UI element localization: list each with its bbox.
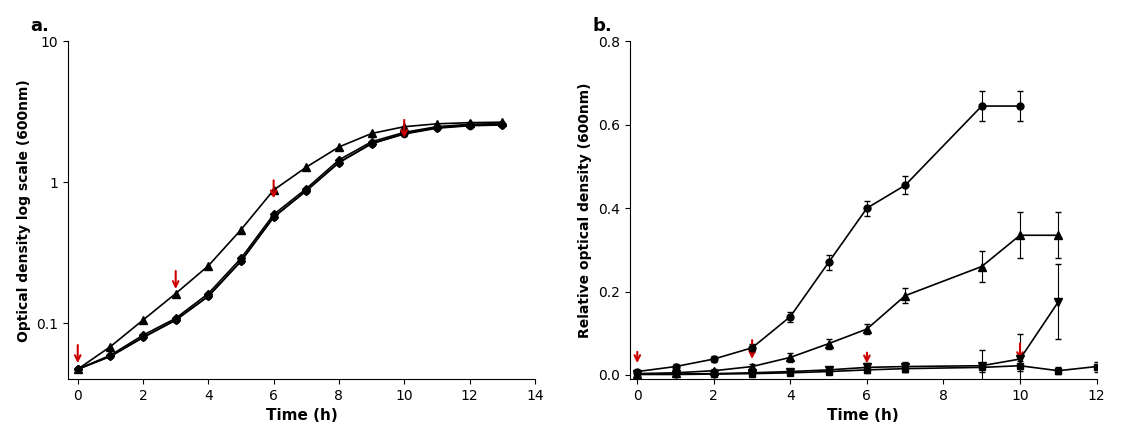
Text: b.: b. [592,17,611,35]
Y-axis label: Optical density log scale (600nm): Optical density log scale (600nm) [17,79,30,341]
Text: a.: a. [30,17,49,35]
X-axis label: Time (h): Time (h) [827,408,899,423]
X-axis label: Time (h): Time (h) [266,408,338,423]
Y-axis label: Relative optical density (600nm): Relative optical density (600nm) [578,82,592,338]
